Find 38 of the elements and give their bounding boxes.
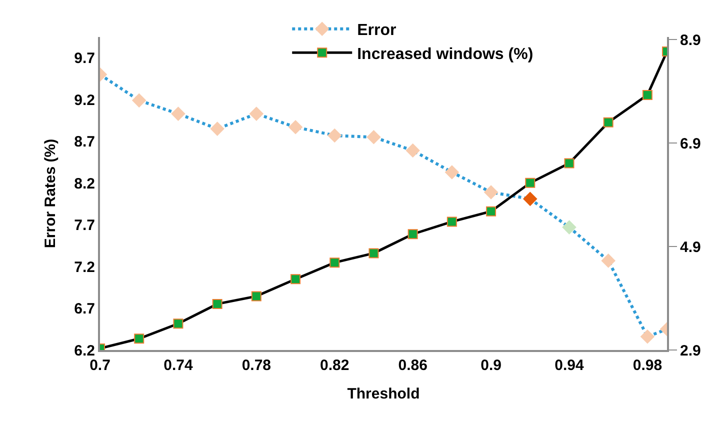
point (366, 130, 381, 144)
point (444, 165, 460, 180)
y-tick-label: 8.2 (74, 175, 95, 192)
point (562, 220, 576, 234)
x-tick-label: 0.82 (320, 357, 350, 374)
point (406, 143, 420, 158)
x-tick-label: 0.78 (242, 357, 272, 374)
y-tick-label: 7.2 (74, 258, 95, 276)
x-tick-label: 0.9 (480, 357, 502, 374)
point (288, 120, 303, 134)
y-tick-label: 6.2 (74, 342, 95, 360)
y2-tick-label: 8.9 (680, 32, 701, 49)
x-tick-label: 0.86 (398, 357, 428, 374)
legend-label: Increased windows (%) (357, 46, 534, 63)
y-tick-label: 7.7 (74, 217, 95, 234)
y-tick-label: 9.7 (74, 50, 95, 68)
x-tick-label: 0.98 (632, 357, 662, 374)
point (522, 192, 538, 206)
legend-label: Error (357, 22, 396, 40)
y2-tick-label: 2.9 (680, 342, 701, 360)
y2-tick-label: 6.9 (680, 135, 701, 152)
y-axis-title: Error Rates (%) (42, 138, 59, 248)
point (249, 106, 264, 121)
x-axis-title: Threshold (347, 386, 420, 402)
point (640, 330, 655, 344)
point (484, 185, 498, 200)
point (132, 93, 146, 108)
y-tick-label: 9.2 (74, 92, 95, 109)
point (601, 254, 616, 268)
point (210, 122, 224, 136)
point (327, 128, 342, 143)
point (171, 106, 186, 121)
x-tick-label: 0.7 (90, 357, 110, 374)
x-tick-label: 0.74 (164, 357, 194, 374)
y-tick-label: 6.7 (74, 300, 95, 318)
y2-tick-label: 4.9 (680, 238, 701, 256)
y-tick-label: 8.7 (74, 134, 95, 151)
x-tick-label: 0.94 (554, 357, 584, 374)
